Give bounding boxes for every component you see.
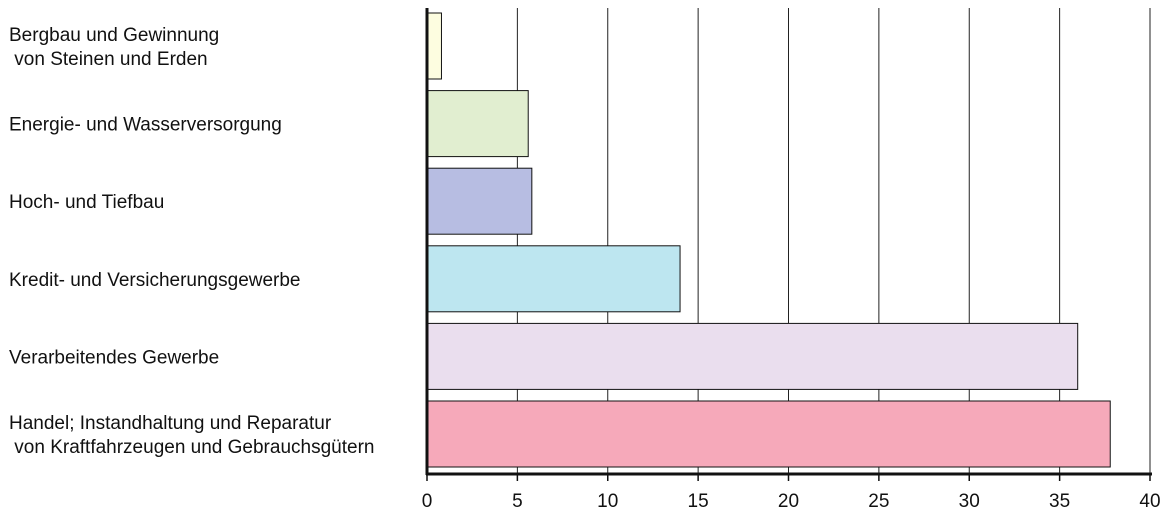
- category-label-4: Verarbeitendes Gewerbe: [9, 347, 219, 368]
- x-tick-label-35: 35: [1049, 491, 1070, 512]
- bars: [426, 12, 1111, 468]
- x-tick-label-25: 25: [868, 491, 889, 512]
- category-label-3: Kredit- und Versicherungsgewerbe: [9, 270, 301, 291]
- bar-3: [426, 245, 681, 313]
- x-tick-label-5: 5: [512, 491, 523, 512]
- x-tick-label-20: 20: [778, 491, 799, 512]
- bar-4: [426, 322, 1079, 390]
- x-tick-label-10: 10: [597, 491, 618, 512]
- category-label-5: Handel; Instandhaltung und Reparatur von…: [9, 413, 374, 458]
- x-axis: 0 5 10 15 20 25 30 35 40: [422, 8, 1161, 512]
- x-tick-label-30: 30: [959, 491, 980, 512]
- x-tick-label-15: 15: [688, 491, 709, 512]
- bar-2: [426, 167, 533, 235]
- category-label-1: Energie- und Wasserversorgung: [9, 115, 282, 136]
- grid-lines: [516, 8, 1151, 474]
- x-tick-label-40: 40: [1139, 491, 1160, 512]
- bar-5: [426, 400, 1111, 468]
- category-label-2: Hoch- und Tiefbau: [9, 192, 164, 213]
- bar-0: [426, 12, 442, 80]
- category-labels: Bergbau und Gewinnung von Steinen und Er…: [9, 25, 374, 458]
- category-label-0: Bergbau und Gewinnung von Steinen und Er…: [9, 25, 219, 70]
- bar-1: [426, 90, 529, 158]
- x-tick-label-0: 0: [422, 491, 433, 512]
